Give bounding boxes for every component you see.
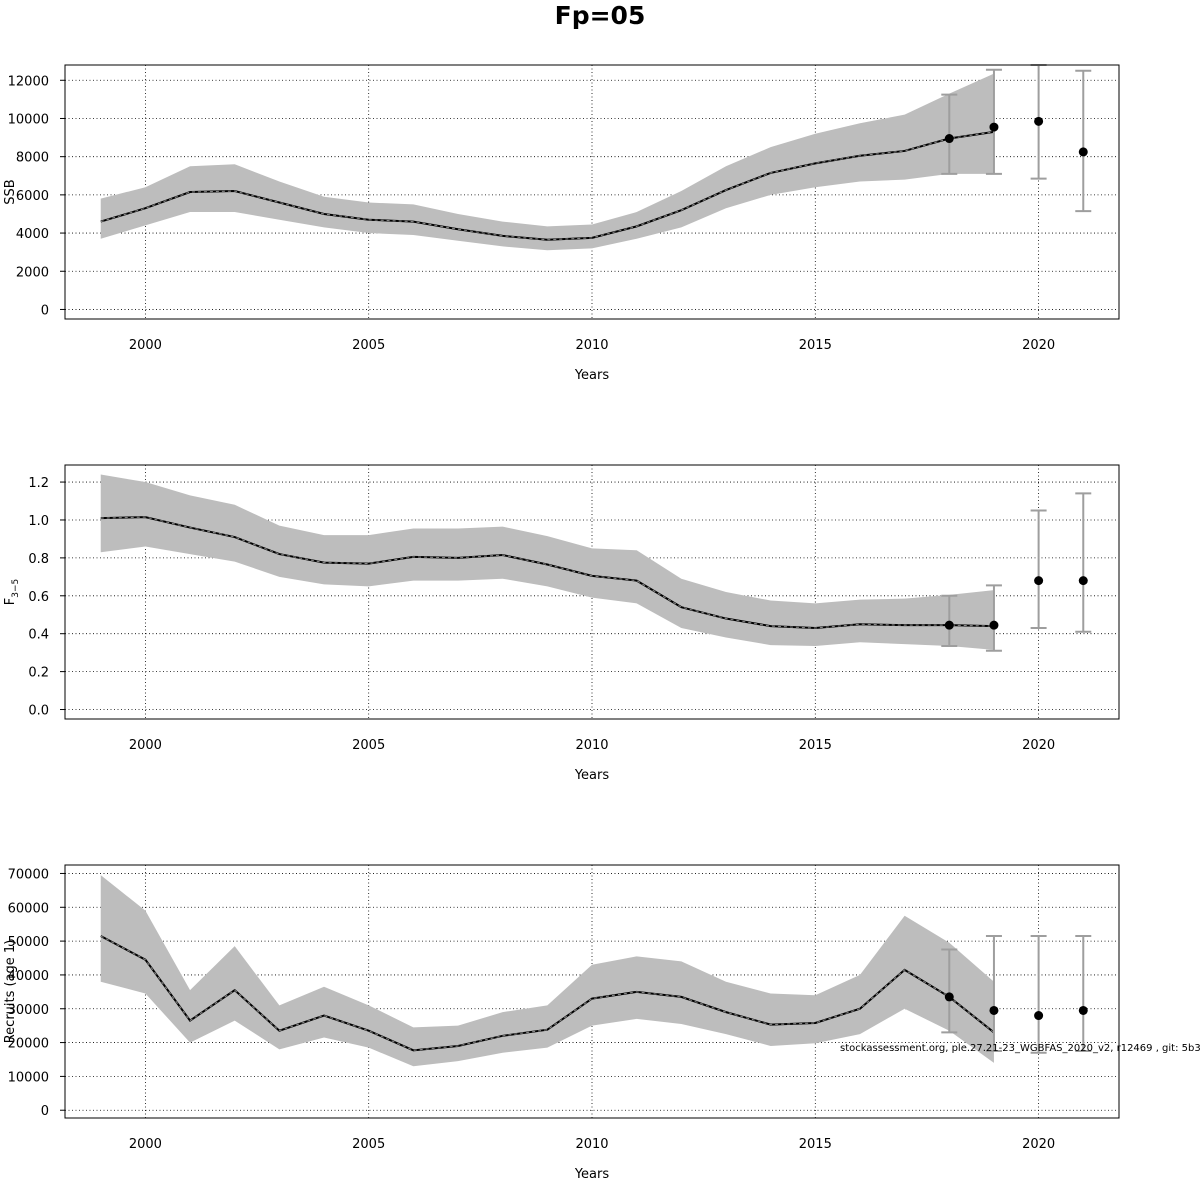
data-point: [1078, 147, 1088, 157]
panel-2: 2000 2005 2010 2015 2020 0.0 0.2 0.4 0.6 0.8 1.0 1.…: [3, 464, 1120, 783]
data-point: [1034, 116, 1044, 126]
y-axis-label: Recruits (age 1): [3, 940, 18, 1044]
x-tick-label: 2005: [352, 338, 385, 353]
y-tick-label: 0: [41, 1104, 49, 1119]
x-tick-label: 2020: [1022, 338, 1055, 353]
y-tick-label: 0.8: [28, 552, 49, 567]
estimate-line-dashed: [100, 131, 995, 241]
estimate-line-dashed: [100, 516, 994, 629]
x-tick-label: 2020: [1022, 738, 1055, 753]
x-axis-label: Years: [574, 768, 610, 783]
estimate-line-dashed: [100, 935, 995, 1051]
y-tick-label: 0.6: [28, 590, 49, 605]
y-tick-label: 20000: [8, 1037, 49, 1052]
panel-3: 2000 2005 2010 2015 2020 0 10000 20000 30000 4000…: [3, 864, 1120, 1182]
confidence-band: [100, 875, 994, 1067]
plot-frame: [64, 864, 1120, 1119]
y-tick-label: 4000: [16, 227, 49, 242]
x-tick-label: 2000: [129, 338, 162, 353]
x-tick-label: 2015: [799, 738, 832, 753]
y-tick-label: 0.0: [28, 704, 49, 719]
y-axis-label: SSB: [3, 179, 18, 204]
plot-frame: [64, 64, 1120, 320]
y-axis-label-subscript: 3−5: [11, 579, 21, 598]
y-tick-label: 10000: [8, 112, 49, 127]
y-tick-label: 10000: [8, 1070, 49, 1085]
panel-1: 2000 2005 2010 2015 2020 0 2000 4000 6000 8000 100…: [3, 64, 1120, 383]
data-point: [944, 620, 954, 630]
confidence-band: [100, 73, 994, 251]
y-tick-label: 50000: [8, 935, 49, 950]
x-tick-label: 2000: [129, 1137, 162, 1152]
x-tick-label: 2000: [129, 738, 162, 753]
data-point: [1078, 1005, 1088, 1015]
y-tick-label: 0.2: [28, 666, 49, 681]
x-tick-label: 2015: [799, 338, 832, 353]
y-axis-label: F3−5: [3, 579, 21, 605]
x-tick-label: 2010: [575, 1137, 608, 1152]
x-tick-label: 2010: [575, 738, 608, 753]
x-tick-label: 2015: [799, 1137, 832, 1152]
plot-frame: [64, 464, 1120, 720]
x-axis-label: Years: [574, 368, 610, 383]
chart-title: Fp=05: [555, 1, 646, 30]
footer-credit: stockassessment.org, ple.27.21-23_WGBFAS…: [840, 1043, 1200, 1054]
data-point: [944, 992, 954, 1002]
y-tick-label: 1.0: [28, 514, 49, 529]
x-axis-label: Years: [574, 1167, 610, 1182]
x-tick-label: 2010: [575, 338, 608, 353]
y-tick-label: 30000: [8, 1003, 49, 1018]
data-point: [944, 134, 954, 144]
panels: 2000 2005 2010 2015 2020 0 2000 4000 6000 8000 100…: [3, 64, 1120, 1182]
data-point: [1078, 576, 1088, 586]
y-tick-label: 0.4: [28, 628, 49, 643]
y-tick-label: 2000: [16, 265, 49, 280]
x-tick-label: 2020: [1022, 1137, 1055, 1152]
x-tick-label: 2005: [352, 738, 385, 753]
y-tick-label: 6000: [16, 189, 49, 204]
y-tick-label: 12000: [8, 74, 49, 89]
data-point: [1034, 576, 1044, 586]
y-tick-label: 70000: [8, 867, 49, 882]
y-tick-label: 1.2: [28, 476, 49, 491]
confidence-band: [100, 474, 994, 650]
y-tick-label: 8000: [16, 151, 49, 166]
data-point: [989, 122, 999, 132]
x-tick-label: 2005: [352, 1137, 385, 1152]
y-tick-label: 60000: [8, 901, 49, 916]
y-tick-label: 0: [41, 303, 49, 318]
data-point: [1034, 1011, 1044, 1021]
y-tick-label: 40000: [8, 969, 49, 984]
data-point: [989, 1005, 999, 1015]
data-point: [989, 620, 999, 630]
